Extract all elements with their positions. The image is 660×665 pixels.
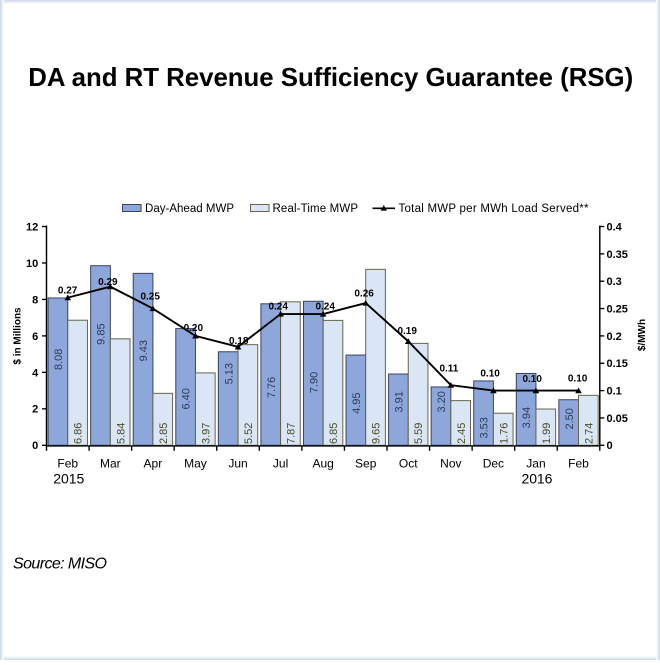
- svg-text:3.20: 3.20: [436, 391, 448, 412]
- svg-text:0.2: 0.2: [607, 331, 622, 343]
- svg-text:Day-Ahead MWP: Day-Ahead MWP: [145, 203, 234, 215]
- svg-text:0.15: 0.15: [607, 358, 628, 370]
- svg-text:7.87: 7.87: [286, 423, 298, 444]
- svg-text:0.10: 0.10: [522, 374, 542, 385]
- svg-text:0.25: 0.25: [140, 291, 160, 302]
- svg-text:0.35: 0.35: [607, 249, 628, 261]
- svg-text:May: May: [184, 457, 207, 471]
- svg-text:3.53: 3.53: [479, 417, 491, 438]
- svg-text:$ in Millions: $ in Millions: [13, 307, 24, 365]
- svg-text:1.99: 1.99: [541, 423, 553, 444]
- svg-text:0.27: 0.27: [58, 286, 78, 297]
- svg-text:Source: MISO: Source: MISO: [13, 556, 107, 573]
- svg-text:0.24: 0.24: [315, 301, 335, 312]
- svg-text:9.43: 9.43: [138, 340, 150, 361]
- svg-text:9.65: 9.65: [371, 423, 383, 444]
- svg-text:5.52: 5.52: [243, 423, 255, 444]
- svg-text:0.4: 0.4: [607, 221, 623, 233]
- svg-text:Apr: Apr: [144, 457, 163, 471]
- svg-text:6.40: 6.40: [181, 388, 193, 409]
- svg-text:0.24: 0.24: [268, 301, 288, 312]
- svg-text:Total MWP per MWh Load Served*: Total MWP per MWh Load Served**: [399, 203, 590, 215]
- svg-text:Dec: Dec: [483, 457, 504, 471]
- svg-text:Jul: Jul: [273, 457, 288, 471]
- svg-text:0.05: 0.05: [607, 413, 628, 425]
- svg-text:6.86: 6.86: [73, 423, 85, 444]
- svg-text:0.10: 0.10: [568, 374, 588, 385]
- svg-text:0.25: 0.25: [607, 303, 628, 315]
- svg-text:4: 4: [32, 367, 39, 379]
- svg-text:3.94: 3.94: [521, 407, 533, 428]
- svg-text:0.29: 0.29: [98, 277, 118, 288]
- svg-text:Mar: Mar: [100, 457, 121, 471]
- svg-text:DA and RT Revenue Sufficiency: DA and RT Revenue Sufficiency Guarantee …: [28, 64, 633, 92]
- svg-text:2.74: 2.74: [583, 423, 595, 444]
- svg-text:0: 0: [32, 440, 38, 452]
- svg-text:5.84: 5.84: [115, 423, 127, 444]
- svg-text:3.91: 3.91: [394, 391, 406, 412]
- svg-text:9.85: 9.85: [96, 323, 108, 344]
- svg-text:0.3: 0.3: [607, 276, 622, 288]
- svg-text:0.26: 0.26: [354, 288, 374, 299]
- svg-text:0.19: 0.19: [397, 326, 417, 337]
- svg-text:6.85: 6.85: [328, 423, 340, 444]
- svg-text:Feb: Feb: [568, 457, 589, 471]
- svg-text:3.97: 3.97: [200, 423, 212, 444]
- svg-text:Sep: Sep: [355, 457, 377, 471]
- svg-text:2.50: 2.50: [564, 408, 576, 429]
- svg-text:12: 12: [26, 221, 38, 233]
- svg-text:2: 2: [32, 404, 38, 416]
- svg-text:Jan: Jan: [526, 457, 545, 471]
- svg-text:2016: 2016: [521, 470, 552, 486]
- svg-text:8: 8: [32, 294, 38, 306]
- svg-text:5.13: 5.13: [223, 363, 235, 384]
- svg-text:2015: 2015: [53, 470, 84, 486]
- svg-text:0.1: 0.1: [607, 386, 622, 398]
- svg-text:1.76: 1.76: [498, 423, 510, 444]
- svg-text:7.90: 7.90: [308, 372, 320, 393]
- svg-text:0.20: 0.20: [184, 323, 204, 334]
- svg-text:0.18: 0.18: [229, 336, 249, 347]
- svg-text:2.85: 2.85: [158, 423, 170, 444]
- svg-text:0.11: 0.11: [439, 363, 458, 374]
- svg-text:0: 0: [607, 440, 613, 452]
- svg-text:4.95: 4.95: [351, 392, 363, 413]
- svg-text:Oct: Oct: [399, 457, 418, 471]
- svg-text:5.59: 5.59: [413, 423, 425, 444]
- svg-text:0.10: 0.10: [480, 368, 500, 379]
- svg-text:$/MWh: $/MWh: [637, 319, 648, 351]
- svg-text:8.08: 8.08: [53, 349, 65, 370]
- svg-text:2.45: 2.45: [456, 423, 468, 444]
- svg-text:6: 6: [32, 331, 38, 343]
- svg-text:10: 10: [26, 258, 38, 270]
- svg-text:Real-Time MWP: Real-Time MWP: [273, 203, 359, 215]
- svg-text:Nov: Nov: [440, 457, 461, 471]
- svg-text:Aug: Aug: [312, 457, 333, 471]
- svg-text:7.76: 7.76: [266, 377, 278, 398]
- svg-text:Jun: Jun: [228, 457, 247, 471]
- svg-text:Feb: Feb: [57, 457, 78, 471]
